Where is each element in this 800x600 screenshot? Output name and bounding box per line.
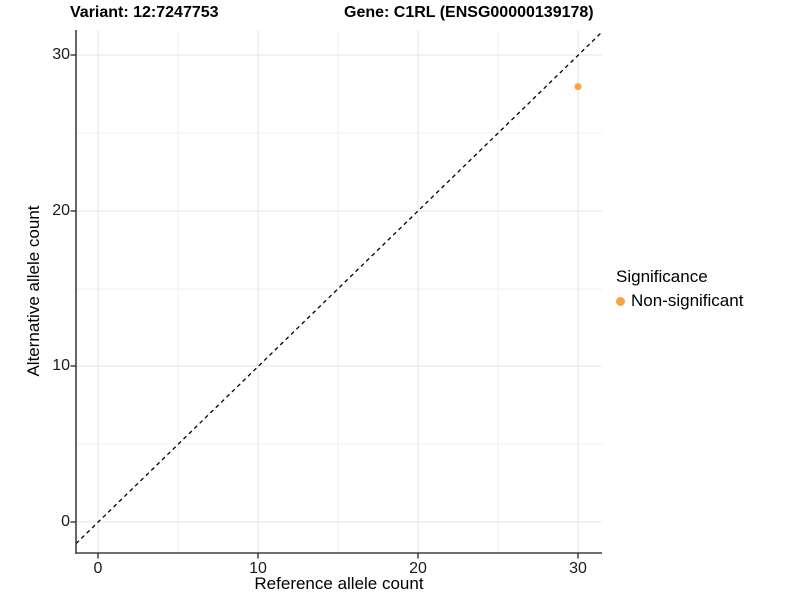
y-tick-label: 10 bbox=[52, 357, 70, 374]
variant-title: Variant: 12:7247753 bbox=[70, 4, 219, 21]
y-axis-title: Alternative allele count bbox=[24, 205, 43, 377]
grid-minor bbox=[76, 30, 602, 553]
x-tick-label: 0 bbox=[93, 560, 103, 577]
y-tick-label: 0 bbox=[61, 513, 70, 530]
tick-marks bbox=[70, 54, 579, 559]
legend-title: Significance bbox=[616, 267, 708, 286]
legend: Significance Non-significant bbox=[616, 266, 743, 311]
x-tick-label: 20 bbox=[409, 560, 427, 577]
data-point bbox=[574, 83, 582, 91]
point-dot-icon bbox=[616, 296, 625, 306]
x-tick-label: 30 bbox=[569, 560, 587, 577]
gene-title: Gene: C1RL (ENSG00000139178) bbox=[344, 4, 594, 21]
legend-item: Non-significant bbox=[616, 291, 743, 311]
grid-major bbox=[76, 30, 602, 553]
points-layer bbox=[574, 83, 582, 91]
legend-item-label: Non-significant bbox=[631, 291, 744, 310]
identity-line bbox=[75, 31, 603, 545]
y-tick-label: 20 bbox=[52, 202, 70, 219]
x-axis-title: Reference allele count bbox=[254, 574, 424, 593]
y-tick-label: 30 bbox=[52, 46, 70, 63]
x-tick-label: 10 bbox=[249, 560, 267, 577]
axis-lines bbox=[75, 30, 602, 554]
